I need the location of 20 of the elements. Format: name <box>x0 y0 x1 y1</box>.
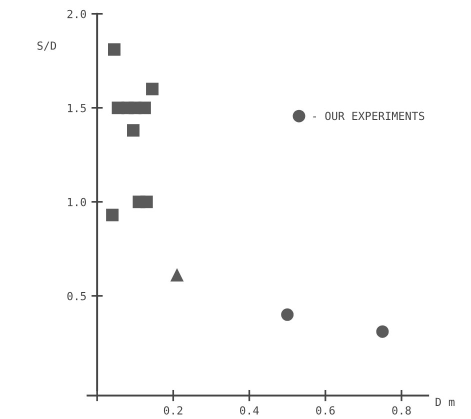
y-tick-label: 1.5 <box>68 104 86 112</box>
x-tick-label: 0.6 <box>316 406 335 415</box>
x-tick-label: 0.8 <box>392 406 411 415</box>
y-tick-label: 0.5 <box>67 292 86 300</box>
point <box>376 325 389 338</box>
point <box>108 43 120 56</box>
x-tick-label: 0.4 <box>240 406 259 415</box>
point <box>138 102 151 114</box>
point <box>281 308 294 321</box>
y-axis-title: S/D <box>37 41 56 51</box>
legend-label: - OUR EXPERIMENTS <box>313 112 424 120</box>
x-axis-title: D m <box>436 398 454 406</box>
point <box>146 82 159 96</box>
x-tick-label: 0.2 <box>164 406 182 415</box>
y-tick-label: 2.0 <box>67 10 86 18</box>
point <box>127 124 140 137</box>
point <box>170 268 184 282</box>
point <box>140 196 153 208</box>
point <box>106 208 119 222</box>
y-tick-label: 1.0 <box>68 198 86 206</box>
